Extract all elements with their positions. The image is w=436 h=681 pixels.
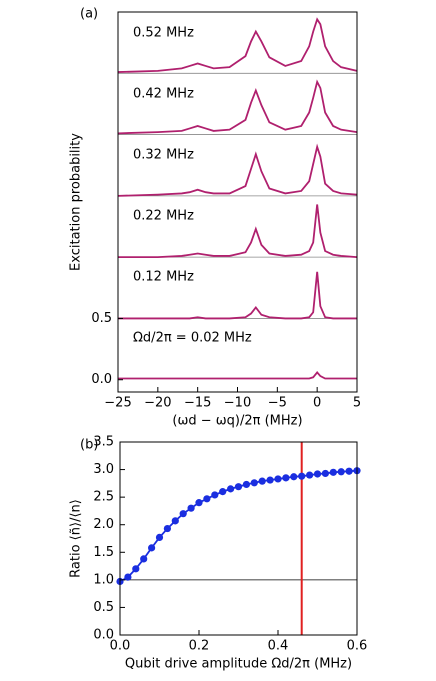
x-tick-label: 0.4 — [268, 639, 289, 654]
point — [329, 468, 337, 476]
trace-label: 0.42 MHz — [133, 87, 194, 102]
point — [266, 476, 274, 484]
trace-label: 0.32 MHz — [133, 148, 194, 163]
trace-label: 0.22 MHz — [133, 209, 194, 224]
point — [242, 480, 250, 489]
panel-label: (b) — [80, 438, 98, 453]
axes-frame — [119, 441, 358, 636]
point — [306, 471, 314, 479]
point — [179, 510, 187, 518]
x-tick-label: 0 — [313, 396, 321, 411]
point — [171, 517, 179, 525]
x-tick-label: 0.0 — [110, 639, 131, 654]
point — [345, 467, 353, 475]
x-axis-label: (ωd − ωq)/2π (MHz) — [172, 414, 302, 429]
point — [148, 544, 156, 552]
y-tick-label: 3.5 — [93, 435, 114, 450]
point — [187, 504, 195, 512]
point — [195, 499, 203, 507]
trace — [118, 370, 357, 380]
point — [321, 469, 329, 478]
y-tick-label: 1.5 — [93, 545, 114, 560]
x-tick-label: −10 — [224, 396, 251, 411]
x-tick-label: −5 — [268, 396, 287, 411]
point — [313, 470, 322, 478]
point — [274, 475, 282, 483]
point — [132, 565, 140, 573]
point — [234, 483, 243, 491]
x-tick-label: 0.6 — [347, 639, 368, 654]
panel-label: (a) — [80, 7, 98, 22]
point — [282, 474, 290, 482]
point — [250, 479, 258, 487]
point — [258, 477, 266, 485]
point — [140, 555, 148, 563]
trace-label: 0.52 MHz — [133, 26, 194, 41]
trace-label: 0.12 MHz — [133, 270, 194, 285]
point — [155, 533, 164, 541]
point — [211, 491, 219, 499]
x-tick-label: −25 — [104, 396, 131, 411]
x-tick-label: 0.2 — [189, 639, 210, 654]
x-axis-label: Qubit drive amplitude Ωd/2π (MHz) — [125, 657, 352, 672]
y-axis-label: Excitation probability — [69, 133, 84, 271]
x-tick-label: −20 — [144, 396, 171, 411]
point — [290, 473, 298, 481]
point — [163, 524, 171, 533]
y-axis-label: Ratio ⟨ñ⟩/⟨n⟩ — [69, 499, 84, 578]
x-tick-label: −15 — [184, 396, 211, 411]
point — [219, 488, 227, 496]
trace — [117, 79, 358, 135]
y-tick-label: 0.5 — [93, 600, 114, 615]
trace — [118, 204, 358, 259]
point — [124, 573, 132, 581]
point — [203, 495, 211, 503]
trace-label: Ωd/2π = 0.02 MHz — [133, 331, 252, 346]
y-tick-label: 0.0 — [93, 628, 114, 643]
y-tick-label: 0.5 — [91, 311, 112, 326]
point — [298, 472, 306, 480]
y-tick-label: 3.0 — [93, 462, 114, 477]
x-tick-label: 5 — [353, 396, 361, 411]
trace — [117, 143, 358, 197]
point — [337, 468, 345, 476]
trace — [117, 17, 358, 73]
trace — [118, 271, 357, 320]
y-tick-label: 2.5 — [93, 490, 114, 505]
y-tick-label: 2.0 — [93, 517, 114, 532]
point — [227, 485, 235, 493]
y-tick-label: 0.0 — [91, 372, 112, 387]
y-tick-label: 1.0 — [93, 572, 114, 587]
